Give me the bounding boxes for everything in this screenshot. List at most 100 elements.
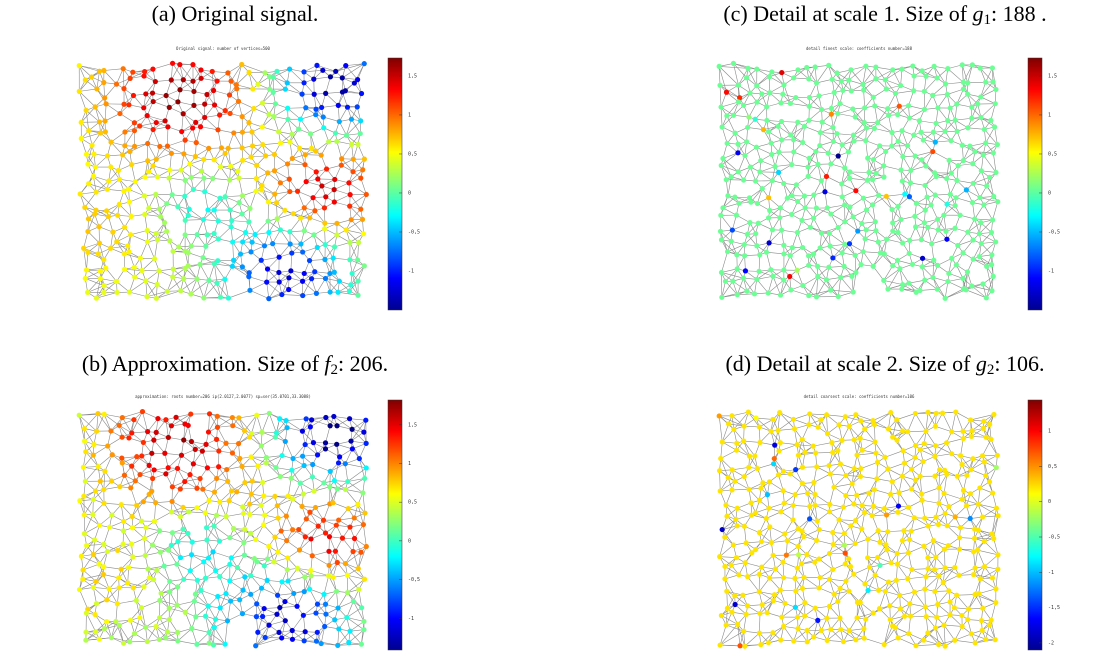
graph-node: [963, 287, 969, 293]
graph-edge: [325, 93, 339, 106]
graph-node: [194, 231, 200, 238]
graph-edge: [797, 232, 803, 248]
graph-node: [735, 169, 741, 175]
graph-edge: [909, 109, 925, 119]
graph-node: [853, 269, 859, 276]
graph-edge: [291, 465, 305, 479]
graph-edge: [176, 586, 178, 606]
graph-edge: [862, 84, 874, 98]
graph-edge: [357, 144, 365, 160]
graph-edge: [144, 214, 161, 217]
graph-node: [239, 61, 245, 68]
graph-edge: [278, 270, 292, 283]
graph-node: [188, 438, 195, 445]
graph-edge: [767, 276, 774, 294]
graph-edge: [981, 154, 984, 171]
graph-edge: [852, 272, 857, 293]
graph-node: [180, 111, 186, 117]
graph-node: [824, 205, 830, 211]
graph-edge: [111, 637, 130, 643]
graph-node: [321, 205, 328, 211]
graph-edge: [251, 131, 264, 145]
graph-node: [283, 417, 289, 424]
graph-edge: [277, 498, 293, 506]
graph-edge: [185, 612, 193, 629]
graph-node: [906, 250, 912, 256]
graph-edge: [766, 251, 784, 255]
graph-node: [331, 187, 337, 193]
graph-node: [301, 80, 307, 86]
graph-node: [121, 251, 128, 257]
graph-edge: [726, 179, 729, 196]
caption: (c) Detail at scale 1. Size of g1: 188 .: [723, 1, 1046, 28]
graph-edge: [171, 413, 191, 427]
graph-edge: [132, 527, 145, 539]
graph-edge: [721, 126, 728, 144]
graph-node: [103, 265, 109, 271]
graph-node: [339, 156, 345, 162]
graph-node: [117, 484, 123, 490]
graph-edge: [336, 591, 339, 609]
graph-node: [954, 101, 960, 107]
graph-edge: [937, 258, 952, 266]
graph-node: [181, 437, 187, 443]
graph-edge: [80, 106, 96, 123]
graph-edge: [310, 570, 329, 577]
graph-edge: [743, 277, 755, 294]
graph-node: [358, 118, 364, 124]
graph-edge: [129, 143, 148, 152]
graph-node: [313, 106, 319, 112]
graph-edge: [241, 466, 246, 483]
graph-node: [772, 163, 778, 170]
graph-edge: [141, 600, 160, 608]
graph-node: [201, 156, 207, 163]
graph-node: [229, 263, 235, 269]
graph-edge: [266, 455, 283, 464]
graph-edge: [720, 195, 729, 216]
graph-edge: [349, 242, 359, 260]
graph-edge: [281, 620, 286, 639]
graph-edge: [81, 555, 100, 565]
graph-edge: [720, 231, 728, 252]
graph-edge: [152, 63, 173, 70]
graph-edge: [128, 567, 149, 570]
graph-node: [904, 143, 911, 149]
graph-node: [282, 86, 288, 92]
graph-edge: [351, 273, 359, 296]
graph-node: [285, 116, 291, 122]
graph-edge: [103, 551, 108, 567]
graph-edge: [348, 629, 365, 643]
graph-node: [121, 86, 127, 92]
graph-node: [101, 486, 107, 493]
graph-node: [217, 164, 224, 170]
graph-edge: [226, 466, 243, 470]
graph-node: [741, 102, 747, 108]
graph-node: [355, 501, 361, 508]
graph-edge: [718, 66, 739, 86]
graph-edge: [819, 233, 830, 249]
graph-node: [831, 89, 837, 96]
graph-edge: [204, 104, 215, 118]
graph-node: [266, 410, 272, 416]
graph-node: [80, 464, 86, 470]
graph-node: [137, 123, 143, 129]
graph-node: [983, 140, 989, 146]
graph-node: [346, 180, 352, 186]
graph-edge: [802, 285, 817, 298]
graph-edge: [94, 106, 100, 123]
graph-edge: [107, 543, 124, 552]
graph-node: [101, 257, 107, 263]
graph-edge: [334, 242, 351, 248]
graph-node: [96, 240, 103, 246]
graph-edge: [128, 251, 135, 268]
graph-node: [251, 105, 257, 112]
graph-node: [828, 111, 834, 117]
graph-node: [286, 176, 292, 182]
graph-node: [978, 220, 984, 226]
graph-node: [206, 411, 213, 417]
graph-edge: [95, 180, 109, 193]
graph-node: [354, 104, 360, 110]
graph-node: [235, 168, 241, 174]
graph-node: [990, 273, 996, 279]
graph-node: [156, 206, 163, 212]
